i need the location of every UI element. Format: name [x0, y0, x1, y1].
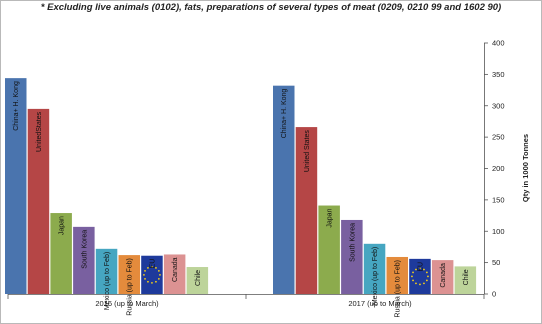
y-tick-label: 150: [492, 195, 505, 204]
eu-flag-star: [412, 271, 414, 274]
bar-label-south-korea-1: South Korea: [349, 223, 356, 262]
bar-canada-0: [163, 254, 186, 294]
y-tick-label: 100: [492, 227, 505, 236]
bar-mexico-up-to-feb-1: [363, 243, 386, 294]
eu-flag-star: [155, 280, 157, 283]
eu-flag-star: [427, 275, 429, 278]
bar-mexico-up-to-feb-0: [95, 248, 118, 294]
eu-flag-star: [419, 267, 421, 270]
eu-flag-star: [147, 280, 149, 283]
bar-label-eu-1: EU: [417, 262, 424, 272]
y-tick-label: 200: [492, 164, 505, 173]
eu-flag-star: [419, 283, 421, 286]
eu-flag-star: [155, 267, 157, 269]
bar-label-eu-0: EU: [149, 259, 156, 269]
bar-label-south-korea-0: South Korea: [81, 230, 88, 269]
eu-flag-star: [151, 281, 153, 284]
bar-chile-1: [454, 266, 477, 294]
bar-eu-1: [409, 258, 431, 294]
bar-russia-up-to-feb-0: [118, 255, 140, 294]
bar-label-chile-1: Chile: [463, 269, 470, 285]
eu-flag-star: [415, 282, 417, 285]
eu-flag-star: [147, 267, 149, 269]
eu-flag-star: [144, 277, 146, 280]
bar-south-korea-0: [73, 226, 95, 294]
eu-flag-star: [144, 269, 146, 272]
footnote: * Excluding live animals (0102), fats, p…: [40, 2, 502, 13]
eu-flag-star: [159, 273, 161, 276]
eu-flag-star: [423, 282, 425, 285]
bar-unitedstates-0: [27, 108, 50, 294]
bar-label-mexico-up-to-feb-1: Mexico (up to Feb): [372, 247, 379, 305]
bar-label-unitedstates-1: United States: [304, 130, 311, 173]
bar-label-china-h-kong-1: China+ H. Kong: [281, 89, 288, 139]
bar-label-japan-0: Japan: [59, 216, 66, 235]
bars-group: China+ H. Kong China+ H. Kong UnitedStates…: [5, 78, 477, 318]
bar-russia-up-to-feb-1: [386, 256, 408, 294]
bar-chile-0: [186, 267, 209, 294]
bar-china-h-kong-1: [273, 85, 295, 294]
bar-label-unitedstates-0: UnitedStates: [36, 111, 43, 152]
bar-unitedstates-1: [295, 127, 318, 295]
bar-label-canada-1: Canada: [440, 263, 447, 288]
axes-group: 0 50 100 150 200 250 300 350 400 2016 (up to Marc…: [7, 39, 530, 308]
x-category-label: 2017 (up to March): [348, 299, 412, 308]
bar-china-h-kong-0: [5, 78, 27, 294]
bar-label-mexico-up-to-feb-0: Mexico (up to Feb): [104, 252, 111, 310]
bar-label-chile-0: Chile: [195, 270, 202, 286]
eu-flag-star: [151, 265, 153, 268]
bar-label-japan-1: Japan: [327, 208, 334, 227]
eu-flag-star: [157, 269, 160, 272]
y-tick-label: 300: [492, 101, 505, 110]
bar-eu-0: [141, 255, 163, 294]
eu-flag-star: [412, 279, 414, 282]
bar-label-canada-0: Canada: [172, 257, 179, 282]
y-tick-label: 400: [492, 39, 505, 48]
eu-flag-star: [425, 279, 428, 282]
bar-japan-0: [50, 213, 72, 294]
eu-flag-star: [425, 271, 428, 274]
y-tick-label: 50: [492, 258, 500, 267]
bar-japan-1: [318, 205, 340, 294]
bar-south-korea-1: [341, 219, 363, 294]
y-tick-label: 0: [492, 290, 496, 299]
bar-label-russia-up-to-feb-1: Russia (up to Feb): [395, 260, 402, 318]
y-axis-title: Qty in 1000 Tonnes: [521, 134, 530, 202]
x-category-label: 2016 (up to March): [95, 299, 159, 308]
y-tick-label: 250: [492, 133, 505, 142]
eu-flag-star: [423, 268, 425, 271]
bar-canada-1: [431, 260, 454, 294]
eu-flag-star: [411, 275, 413, 278]
bar-label-russia-up-to-feb-0: Russia (up to Feb): [127, 258, 134, 316]
eu-flag-star: [157, 277, 160, 280]
y-tick-label: 350: [492, 70, 505, 79]
bar-label-china-h-kong-0: China+ H. Kong: [13, 81, 20, 131]
eu-flag-star: [143, 273, 145, 276]
eu-flag-star: [415, 268, 417, 271]
